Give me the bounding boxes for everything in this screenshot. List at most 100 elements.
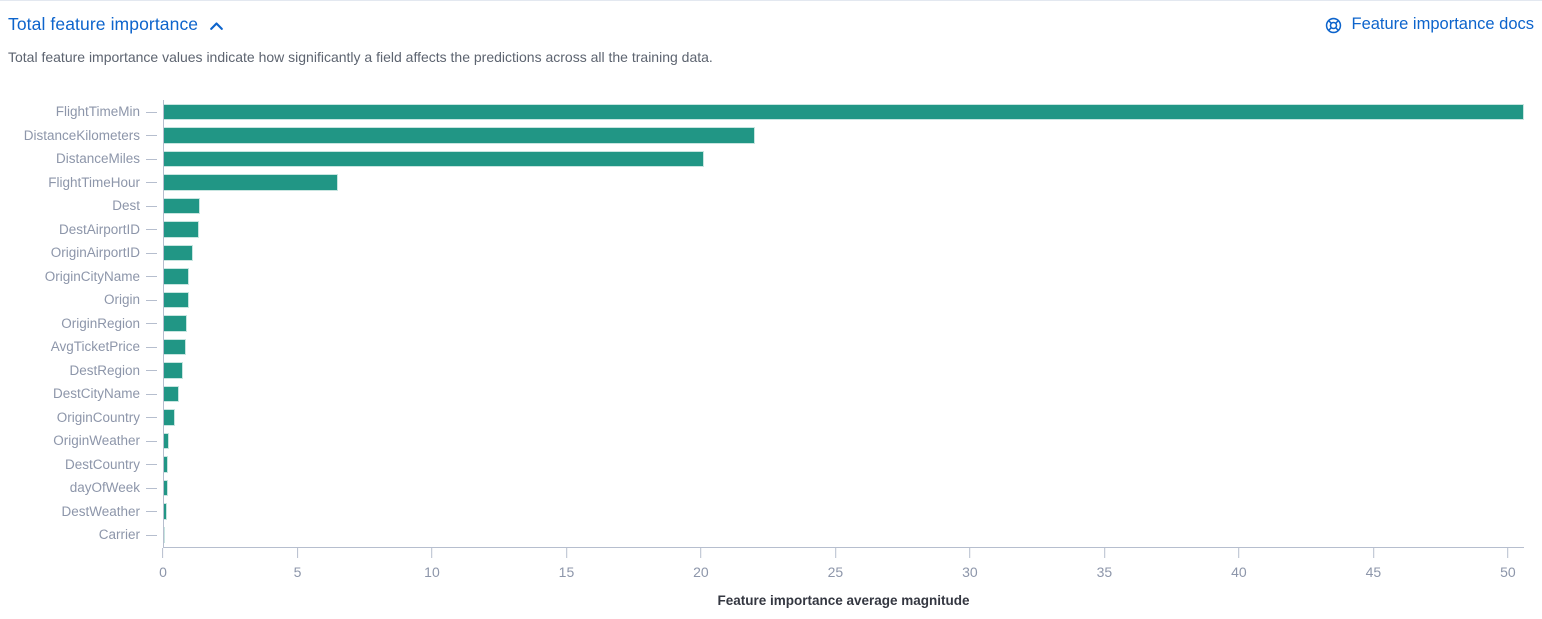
bar-row: FlightTimeHour	[8, 171, 1534, 195]
y-axis-label: OriginCityName	[44, 268, 140, 284]
bar-row: Origin	[8, 288, 1534, 312]
y-axis-label: DestRegion	[69, 362, 140, 378]
feature-importance-docs-link[interactable]: Feature importance docs	[1324, 14, 1534, 35]
bar-FlightTimeHour	[163, 174, 338, 191]
bar-row: DestAirportID	[8, 218, 1534, 242]
y-axis-label: dayOfWeek	[69, 480, 140, 495]
bar-DestWeather	[163, 503, 168, 520]
y-axis-label: OriginRegion	[61, 315, 140, 331]
x-axis-tick-40: 40	[1231, 547, 1247, 580]
y-axis-label: DestCountry	[64, 456, 140, 472]
bar-row: DistanceMiles	[8, 147, 1534, 171]
bar-row: OriginCityName	[8, 265, 1534, 289]
y-axis-label: DestWeather	[61, 503, 140, 519]
bar-row: DestWeather	[8, 500, 1534, 524]
x-axis-title: Feature importance average magnitude	[717, 592, 970, 608]
y-axis-tick	[140, 171, 163, 195]
bar-row: FlightTimeMin	[8, 100, 1534, 124]
docs-link-label: Feature importance docs	[1351, 15, 1534, 33]
y-axis-tick	[140, 241, 163, 265]
y-axis-tick	[140, 124, 163, 148]
x-axis-tick-30: 30	[962, 547, 978, 580]
y-axis-label: DestCityName	[52, 386, 140, 401]
bar-DestCityName	[163, 385, 180, 402]
bar-rows: FlightTimeMin DistanceKilometers DistanceM…	[8, 100, 1534, 547]
total-feature-importance-toggle[interactable]: Total feature importance	[8, 14, 225, 35]
bar-row: AvgTicketPrice	[8, 335, 1534, 359]
bar-OriginCityName	[163, 268, 190, 285]
bar-row: DestCountry	[8, 453, 1534, 477]
x-axis-tick-10: 10	[424, 547, 440, 580]
bar-DistanceKilometers	[163, 127, 755, 144]
bar-row: DistanceKilometers	[8, 124, 1534, 148]
x-axis-tick-35: 35	[1097, 547, 1112, 580]
bar-row: OriginAirportID	[8, 241, 1534, 265]
bar-row: DestRegion	[8, 359, 1534, 383]
bar-DestCountry	[163, 456, 168, 473]
bar-row: Carrier	[8, 523, 1534, 547]
x-axis-tick-15: 15	[559, 547, 574, 580]
x-axis-line: 0 5 10 15 20 25 30 35 40 45 50	[159, 546, 1524, 580]
bar-row: dayOfWeek	[8, 476, 1534, 500]
y-axis-tick	[140, 218, 163, 242]
bar-OriginCountry	[163, 409, 175, 426]
y-axis-tick	[140, 359, 163, 383]
y-axis-label: OriginAirportID	[50, 245, 140, 260]
y-axis-label: DestAirportID	[58, 221, 140, 237]
y-axis-tick	[140, 382, 163, 406]
bar-DestRegion	[163, 362, 183, 379]
x-axis-tick-5: 5	[294, 547, 301, 580]
y-axis-tick	[140, 406, 163, 430]
y-axis-label: OriginWeather	[53, 433, 140, 448]
y-axis-tick	[140, 147, 163, 171]
y-axis-label: DistanceMiles	[55, 151, 140, 166]
help-lifebuoy-icon	[1324, 16, 1343, 35]
bar-DistanceMiles	[163, 150, 704, 167]
bar-Origin	[163, 291, 189, 308]
y-axis-tick	[140, 453, 163, 477]
x-axis-tick-0: 0	[159, 547, 167, 580]
bar-row: OriginWeather	[8, 429, 1534, 453]
y-axis-tick	[140, 265, 163, 289]
y-axis-line	[163, 100, 164, 547]
bar-row: DestCityName	[8, 382, 1534, 406]
y-axis-tick	[140, 312, 163, 336]
y-axis-tick	[140, 288, 163, 312]
bar-OriginWeather	[163, 432, 169, 449]
x-axis-tick-20: 20	[693, 547, 709, 580]
y-axis-label: DistanceKilometers	[23, 127, 140, 143]
y-axis-tick	[140, 500, 163, 524]
y-axis-label: Origin	[103, 292, 140, 307]
y-axis-label: OriginCountry	[56, 409, 140, 425]
section-title: Total feature importance	[8, 14, 199, 34]
bar-dayOfWeek	[163, 479, 168, 496]
y-axis-tick	[140, 335, 163, 359]
y-axis-tick	[140, 100, 163, 124]
panel-header: Total feature importance Feature importa…	[8, 14, 1534, 35]
bar-row: Dest	[8, 194, 1534, 218]
bar-OriginRegion	[163, 315, 187, 332]
feature-importance-chart: FlightTimeMin DistanceKilometers DistanceM…	[8, 100, 1534, 608]
bar-OriginAirportID	[163, 244, 193, 261]
bar-row: OriginCountry	[8, 406, 1534, 430]
bar-DestAirportID	[163, 221, 200, 238]
bar-Dest	[163, 197, 200, 214]
chevron-up-icon	[208, 18, 225, 35]
y-axis-label: FlightTimeHour	[48, 174, 140, 190]
y-axis-label: Dest	[112, 198, 140, 213]
section-description: Total feature importance values indicate…	[8, 49, 713, 65]
x-axis-tick-25: 25	[828, 547, 843, 580]
bar-FlightTimeMin	[163, 103, 1524, 120]
y-axis-label: AvgTicketPrice	[50, 339, 140, 354]
y-axis-label: Carrier	[98, 527, 140, 542]
y-axis-label: FlightTimeMin	[55, 104, 140, 119]
bar-row: OriginRegion	[8, 312, 1534, 336]
y-axis-tick	[140, 194, 163, 218]
x-axis-tick-45: 45	[1366, 547, 1381, 580]
bar-AvgTicketPrice	[163, 338, 186, 355]
x-axis-tick-50: 50	[1500, 547, 1516, 580]
y-axis-tick	[140, 523, 163, 547]
y-axis-tick	[140, 476, 163, 500]
y-axis-tick	[140, 429, 163, 453]
